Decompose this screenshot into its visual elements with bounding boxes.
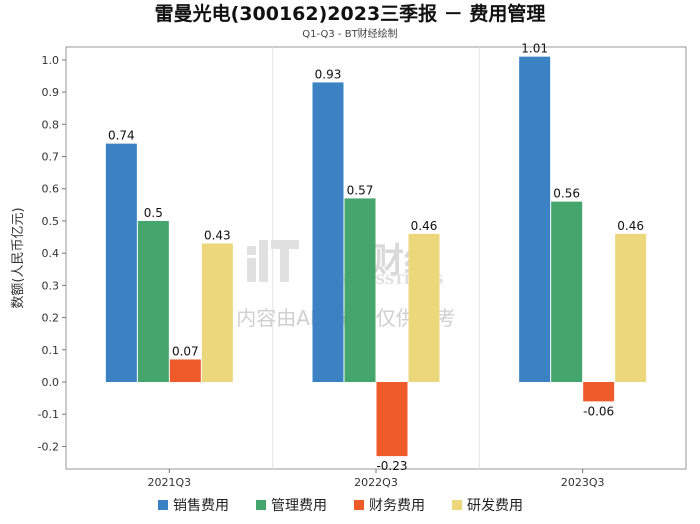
legend-swatch [158, 500, 168, 510]
y-tick-label: 1.0 [42, 54, 60, 67]
y-axis-ticks: -0.2 -0.1 0.0 0.1 0.2 0.3 0.4 0.5 0.6 0.7 0.8 0.9 1.… [38, 54, 66, 453]
y-tick-label: 0.6 [42, 183, 60, 196]
legend-swatch [354, 500, 364, 510]
x-axis-ticks: 2021Q3 2022Q3 2023Q3 [148, 469, 605, 489]
legend-label: 销售费用 [173, 498, 229, 514]
y-tick-label: 0.4 [42, 247, 60, 260]
data-label: 0.07 [172, 344, 199, 358]
chart-subtitle: Q1-Q3 - BT财经绘制 [302, 27, 397, 40]
y-tick-label: 0.2 [42, 312, 60, 325]
legend-swatch [256, 500, 266, 510]
data-label: 0.43 [204, 229, 231, 243]
grid-layer [272, 47, 480, 469]
y-tick-label: 0.1 [42, 344, 60, 357]
x-tick-label: 2021Q3 [148, 476, 192, 489]
data-label: -0.06 [583, 404, 614, 418]
x-tick-label: 2022Q3 [354, 476, 398, 489]
x-tick-label: 2023Q3 [561, 476, 605, 489]
y-tick-label: 0.3 [42, 279, 60, 292]
y-axis-label: 数额(人民币亿元) [11, 207, 26, 308]
bar [137, 220, 169, 383]
bar [105, 143, 137, 383]
data-label: 0.46 [617, 219, 644, 233]
data-label: 0.5 [144, 206, 163, 220]
bar [408, 233, 440, 383]
data-label-layer: 0.74 0.5 0.07 0.43 0.93 0.57 -0.23 0.46 1.01 0.56… [108, 42, 644, 473]
legend-label: 研发费用 [467, 498, 523, 514]
bar [169, 359, 201, 383]
bar [376, 382, 408, 457]
y-tick-label: 0.7 [42, 151, 60, 164]
data-label: 1.01 [521, 42, 548, 56]
data-label: 0.56 [553, 187, 580, 201]
bar [583, 382, 615, 402]
bar [551, 201, 583, 383]
bar [519, 56, 551, 383]
legend: 销售费用 管理费用 财务费用 研发费用 [158, 498, 523, 514]
chart-title: 雷曼光电(300162)2023三季报 － 费用管理 [155, 2, 546, 25]
data-label: 0.74 [108, 129, 135, 143]
bar [615, 233, 647, 383]
legend-label: 财务费用 [369, 498, 425, 514]
bar [312, 82, 344, 383]
y-tick-label: -0.2 [38, 440, 59, 453]
bar [201, 243, 233, 383]
y-tick-label: -0.1 [38, 408, 59, 421]
data-label: -0.23 [376, 459, 407, 473]
y-tick-label: 0.8 [42, 118, 60, 131]
data-label: 0.93 [315, 67, 342, 81]
legend-label: 管理费用 [271, 498, 327, 514]
legend-swatch [452, 500, 462, 510]
data-label: 0.46 [411, 219, 438, 233]
data-label: 0.57 [347, 183, 374, 197]
y-tick-label: 0.0 [42, 376, 60, 389]
bar-layer [105, 56, 647, 457]
y-tick-label: 0.9 [42, 86, 60, 99]
watermark-logo-icon [247, 240, 299, 282]
bar [344, 198, 376, 383]
y-tick-label: 0.5 [42, 215, 60, 228]
